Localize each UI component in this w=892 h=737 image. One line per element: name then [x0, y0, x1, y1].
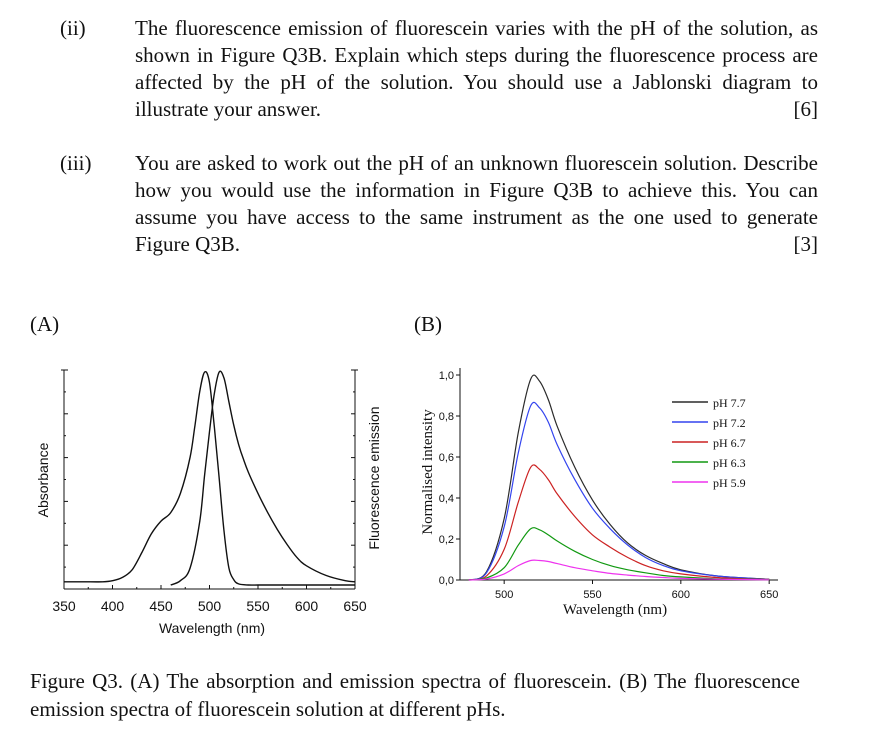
chart-b-ylabel: Normalised intensity [420, 409, 436, 535]
chart-a-xtick-label: 500 [198, 598, 222, 614]
chart-b-ytick-label: 0,2 [439, 534, 454, 546]
question-marks: [6] [793, 97, 819, 121]
chart-a: 350 400 450 500 550 600 650 Wavelength (nm) Ab… [35, 369, 382, 636]
legend-label: pH 6.7 [713, 436, 746, 450]
question-marks: [3] [793, 232, 819, 256]
chart-a-axes: 350 400 450 500 550 600 650 [52, 369, 367, 614]
series-line-ph-6-7 [468, 464, 770, 581]
panel-label-b: (B) [414, 312, 442, 336]
chart-b-ytick-label: 0,8 [439, 411, 454, 423]
chart-a-xtick-label: 650 [343, 598, 367, 614]
series-line-ph-5-9 [468, 559, 770, 581]
chart-a-xlabel: Wavelength (nm) [159, 620, 265, 636]
figure-caption: Figure Q3. (A) The absorption and emissi… [30, 669, 800, 721]
chart-b-series [468, 374, 770, 581]
series-line-ph-7-2 [468, 401, 770, 581]
chart-b-ytick-label: 0,4 [439, 493, 454, 505]
question-text: The fluorescence emission of fluorescein… [135, 16, 818, 121]
series-line-ph-6-3 [468, 527, 770, 581]
legend-label: pH 5.9 [713, 476, 746, 490]
chart-b-axes: 0,0 0,2 0,4 0,6 0,8 1,0 500 550 600 650 [439, 368, 778, 601]
chart-a-xtick-label: 400 [101, 598, 125, 614]
panel-label-a: (A) [30, 312, 60, 336]
chart-a-xtick-label: 550 [246, 598, 270, 614]
chart-a-xtick-label: 450 [149, 598, 173, 614]
absorbance-spectrum-line [64, 370, 355, 586]
chart-a-series [64, 370, 356, 586]
chart-a-xtick-label: 350 [52, 598, 76, 614]
chart-b-ytick-label: 0,6 [439, 452, 454, 464]
chart-b-xtick-label: 550 [583, 589, 601, 601]
chart-b-xtick-label: 650 [760, 589, 778, 601]
emission-spectrum-line [170, 370, 356, 586]
chart-b-ytick-label: 0,0 [439, 575, 454, 587]
question-number: (ii) [60, 16, 86, 40]
chart-b-xtick-label: 600 [672, 589, 690, 601]
question-number: (iii) [60, 151, 92, 175]
chart-a-ylabel-right: Fluorescence emission [366, 406, 382, 549]
chart-a-ylabel-left: Absorbance [35, 442, 51, 517]
legend-label: pH 7.2 [713, 416, 746, 430]
chart-a-xtick-label: 600 [295, 598, 319, 614]
series-line-ph-7-7 [468, 374, 770, 581]
chart-b-xtick-label: 500 [495, 589, 513, 601]
chart-b-ytick-label: 1,0 [439, 370, 454, 382]
legend-label: pH 7.7 [713, 396, 746, 410]
chart-b-legend: pH 7.7 pH 7.2 pH 6.7 pH 6.3 pH 5.9 [672, 396, 746, 490]
question-text: You are asked to work out the pH of an u… [135, 151, 818, 256]
legend-label: pH 6.3 [713, 456, 746, 470]
chart-b-xlabel: Wavelength (nm) [563, 602, 667, 618]
